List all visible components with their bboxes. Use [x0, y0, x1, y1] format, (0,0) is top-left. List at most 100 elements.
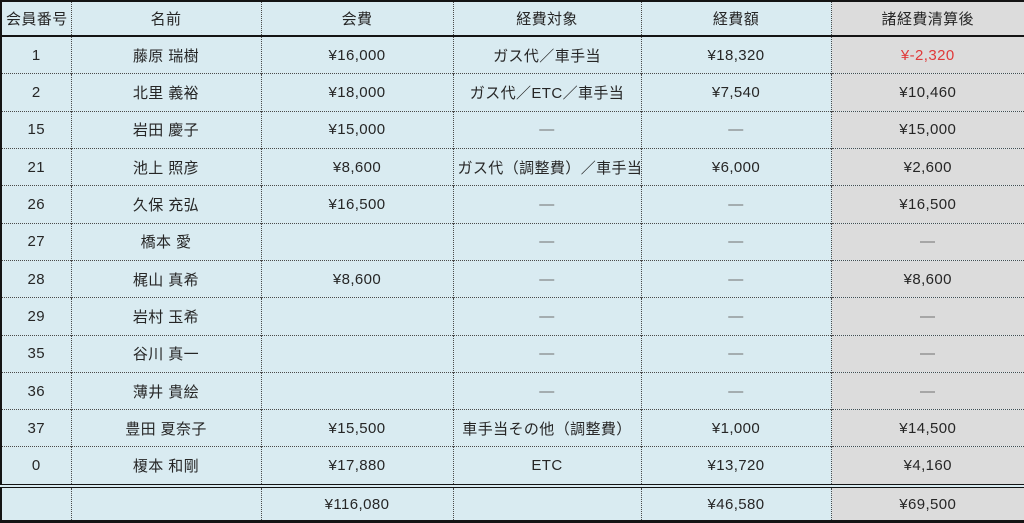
table-cell: 28 — [1, 259, 71, 298]
table-cell — [260, 371, 453, 410]
table-header: 会員番号 名前 会費 経費対象 経費額 諸経費清算後 — [1, 1, 1024, 37]
table-cell: — — [452, 185, 641, 224]
col-header-expense-amount: 経費額 — [640, 1, 831, 37]
table-cell: 2 — [1, 73, 71, 112]
table-cell: ¥16,500 — [830, 185, 1024, 224]
total-expense-target-cell — [452, 484, 641, 522]
table-cell: 岩田 慶子 — [70, 110, 261, 149]
table-cell: — — [640, 297, 831, 336]
table-cell: — — [830, 222, 1024, 261]
total-name-cell — [70, 484, 261, 522]
table-cell: 0 — [1, 446, 71, 486]
table-cell: 薄井 貴絵 — [70, 371, 261, 410]
table-cell: 梶山 真希 — [70, 259, 261, 298]
table-row: 0 榎本 和剛 ¥17,880 ETC ¥13,720 ¥4,160 — [1, 446, 1024, 486]
table-cell: ¥15,000 — [830, 110, 1024, 149]
table-cell: ¥10,460 — [830, 73, 1024, 112]
table-cell: — — [640, 222, 831, 261]
table-cell: 21 — [1, 147, 71, 186]
col-header-after-settlement: 諸経費清算後 — [830, 1, 1024, 37]
table-cell: 29 — [1, 297, 71, 336]
table-cell: ¥8,600 — [260, 147, 453, 186]
table-cell: 26 — [1, 185, 71, 224]
total-fee-cell: ¥116,080 — [260, 484, 453, 522]
total-row: ¥116,080 ¥46,580 ¥69,500 — [1, 484, 1024, 522]
table-cell: — — [452, 222, 641, 261]
table-row: 2 北里 義裕 ¥18,000 ガス代／ETC／車手当 ¥7,540 ¥10,460 — [1, 73, 1024, 112]
table-cell: 谷川 真一 — [70, 334, 261, 373]
table-cell: 久保 充弘 — [70, 185, 261, 224]
table-cell: ガス代／ETC／車手当 — [452, 73, 641, 112]
table-cell: — — [830, 334, 1024, 373]
table-cell: — — [640, 334, 831, 373]
table-cell: ¥18,320 — [640, 36, 831, 74]
table-cell: 豊田 夏奈子 — [70, 409, 261, 447]
col-header-name: 名前 — [70, 1, 261, 37]
table-cell: — — [830, 371, 1024, 410]
table-cell: ¥7,540 — [640, 73, 831, 112]
table-footer: ¥116,080 ¥46,580 ¥69,500 — [1, 484, 1024, 522]
table-row: 21 池上 照彦 ¥8,600 ガス代（調整費）／車手当 ¥6,000 ¥2,600 — [1, 147, 1024, 186]
table-row: 1 藤原 瑞樹 ¥16,000 ガス代／車手当 ¥18,320 ¥-2,320 — [1, 36, 1024, 74]
table-cell: 岩村 玉希 — [70, 297, 261, 336]
table-cell: 池上 照彦 — [70, 147, 261, 186]
table-cell: ガス代（調整費）／車手当 — [452, 147, 641, 186]
table-cell: — — [452, 297, 641, 336]
table-cell: — — [640, 110, 831, 149]
table-cell: — — [640, 259, 831, 298]
table-cell: ETC — [452, 446, 641, 486]
table-row: 26 久保 充弘 ¥16,500— — ¥16,500 — [1, 185, 1024, 224]
table-cell: 37 — [1, 409, 71, 447]
table-cell: — — [452, 334, 641, 373]
table-cell: — — [452, 259, 641, 298]
total-member-id-cell — [1, 484, 71, 522]
table-cell: 車手当その他（調整費） — [452, 409, 641, 447]
table-body: 1 藤原 瑞樹 ¥16,000 ガス代／車手当 ¥18,320 ¥-2,320 2 北里 義裕… — [1, 36, 1024, 486]
table-cell: ¥2,600 — [830, 147, 1024, 186]
table-cell: 1 — [31, 46, 41, 64]
table-cell: ¥15,500 — [260, 409, 453, 447]
table-row: 36 薄井 貴絵 — — — — [1, 371, 1024, 410]
table-cell: ¥6,000 — [640, 147, 831, 186]
table-cell: — — [452, 110, 641, 149]
col-header-fee: 会費 — [260, 1, 453, 37]
table-cell: — — [452, 371, 641, 410]
table-cell: 15 — [1, 110, 71, 149]
table-cell: 北里 義裕 — [70, 73, 261, 112]
table-cell: ¥16,500 — [260, 185, 453, 224]
table-cell: ¥8,600 — [830, 259, 1024, 298]
table-row: 37 豊田 夏奈子 ¥15,500 車手当その他（調整費） ¥1,000 ¥14,500 — [1, 409, 1024, 447]
table-row: 35 谷川 真一 — — — — [1, 334, 1024, 373]
col-header-member-id: 会員番号 — [1, 1, 71, 37]
table-cell: ¥4,160 — [830, 446, 1024, 486]
table-cell: 橋本 愛 — [70, 222, 261, 261]
total-expense-amount-cell: ¥46,580 — [640, 484, 831, 522]
table-row: 27 橋本 愛 — — — — [1, 222, 1024, 261]
table-cell: ¥1,000 — [640, 409, 831, 447]
table-cell: 藤原 瑞樹 — [70, 36, 261, 74]
table-cell: ¥17,880 — [260, 446, 453, 486]
table-cell: 35 — [1, 334, 71, 373]
table-cell: ¥16,000 — [260, 36, 453, 74]
total-after-settlement-cell: ¥69,500 — [830, 484, 1024, 522]
table-cell: — — [830, 297, 1024, 336]
table-row: 15 岩田 慶子 ¥15,000— — ¥15,000 — [1, 110, 1024, 149]
table-cell: 榎本 和剛 — [70, 446, 261, 486]
table-cell: ¥8,600 — [260, 259, 453, 298]
table-cell: — — [640, 185, 831, 224]
table-cell: — — [640, 371, 831, 410]
header-row: 会員番号 名前 会費 経費対象 経費額 諸経費清算後 — [1, 1, 1024, 37]
table-cell: ¥14,500 — [830, 409, 1024, 447]
table-cell: ¥13,720 — [640, 446, 831, 486]
table-row: 28 梶山 真希 ¥8,600— — ¥8,600 — [1, 259, 1024, 298]
table-cell — [260, 222, 453, 261]
table-row: 29 岩村 玉希 — — — — [1, 297, 1024, 336]
table-cell: ガス代／車手当 — [452, 36, 641, 74]
table-cell: 27 — [1, 222, 71, 261]
table-cell: ¥-2,320 — [830, 36, 1024, 74]
table-cell — [260, 297, 453, 336]
table-cell: ¥18,000 — [260, 73, 453, 112]
col-header-expense-target: 経費対象 — [452, 1, 641, 37]
table-cell — [260, 334, 453, 373]
